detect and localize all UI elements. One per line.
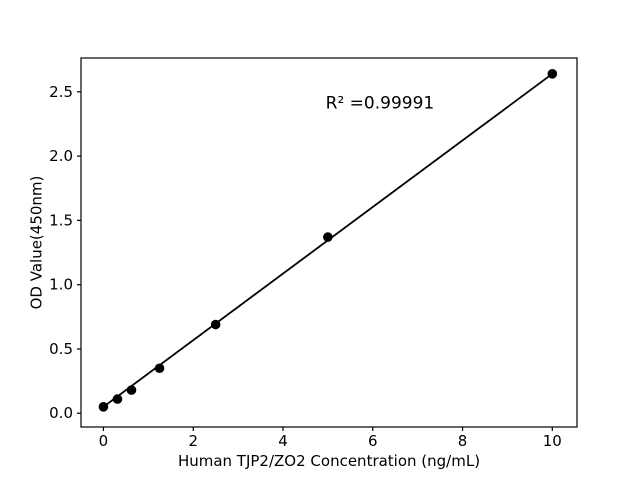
y-tick-label: 2.0 bbox=[49, 147, 73, 165]
data-point bbox=[98, 402, 109, 412]
y-tick-label: 1.0 bbox=[49, 276, 73, 294]
data-point bbox=[112, 394, 123, 404]
y-tick-label: 0.5 bbox=[49, 340, 73, 358]
x-tick-label: 0 bbox=[99, 432, 109, 450]
data-point bbox=[126, 385, 137, 395]
plot-area: 0 2 4 6 8 10 0.0 0.5 1.0 1.5 2.0 2.5 bbox=[49, 57, 578, 450]
data-point bbox=[154, 363, 165, 374]
data-point bbox=[323, 232, 333, 242]
x-tick-label: 6 bbox=[368, 432, 378, 450]
x-tick-label: 4 bbox=[278, 432, 288, 450]
y-axis-label: OD Value(450nm) bbox=[28, 176, 46, 310]
x-tick-label: 10 bbox=[543, 432, 562, 450]
x-tick-label: 2 bbox=[188, 432, 198, 450]
y-tick-label: 1.5 bbox=[49, 211, 73, 229]
x-axis-label: Human TJP2/ZO2 Concentration (ng/mL) bbox=[178, 452, 480, 470]
plot-border bbox=[80, 57, 578, 428]
y-tick-label: 0.0 bbox=[49, 404, 73, 422]
y-tick-label: 2.5 bbox=[49, 83, 73, 101]
r-squared-annotation: R² =0.99991 bbox=[326, 94, 435, 114]
x-tick-label: 8 bbox=[458, 432, 468, 450]
data-point bbox=[210, 319, 221, 330]
data-point bbox=[547, 69, 558, 79]
